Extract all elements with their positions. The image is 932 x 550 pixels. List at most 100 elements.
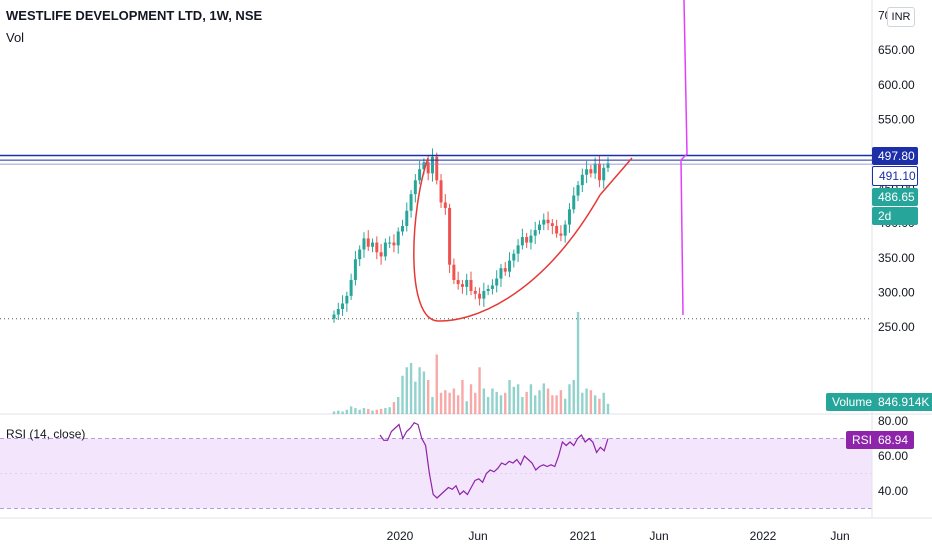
candle-body	[525, 237, 529, 243]
candle-body	[503, 268, 507, 272]
price-tick-label: 550.00	[878, 112, 915, 126]
candle-body	[499, 268, 503, 279]
volume-bar	[354, 408, 357, 414]
volume-bar	[563, 398, 567, 414]
candle-body	[426, 162, 430, 174]
candle-body	[332, 314, 336, 319]
candle-body	[585, 169, 589, 175]
candle-body	[490, 285, 494, 289]
candle-body	[538, 224, 541, 231]
volume-bar	[465, 401, 468, 414]
volume-bar	[439, 392, 443, 414]
candle-body	[486, 288, 490, 292]
volume-bar	[456, 395, 460, 414]
volume-bar	[559, 390, 563, 414]
candle-body	[533, 230, 537, 236]
volume-bar	[542, 383, 545, 414]
volume-bar	[405, 367, 408, 414]
candle-body	[593, 163, 597, 174]
candle-body	[508, 260, 512, 272]
volume-bar	[452, 388, 456, 414]
volume-bar	[469, 384, 473, 414]
time-tick-label: 2020	[387, 529, 414, 543]
candle-body	[456, 279, 460, 285]
volume-bar	[546, 388, 550, 414]
rsi-title[interactable]: RSI (14, close)	[6, 427, 86, 441]
candle-body	[495, 278, 499, 286]
time-tick-label: Jun	[468, 529, 487, 543]
volume-name-badge: Volume	[826, 393, 879, 411]
candle-body	[546, 219, 550, 224]
currency-button[interactable]: INR	[887, 7, 915, 27]
last-price-badge: 486.65	[872, 188, 918, 206]
candle-body	[597, 163, 601, 181]
volume-bar	[367, 408, 370, 414]
volume-bar	[585, 388, 588, 414]
volume-bar	[426, 380, 430, 414]
candle-body	[469, 279, 473, 292]
price-tick-label: 600.00	[878, 78, 915, 92]
candle-body	[559, 233, 563, 236]
volume-bar	[589, 390, 593, 414]
volume-bar	[332, 411, 336, 414]
candle-body	[529, 235, 533, 243]
volume-bar	[555, 395, 558, 414]
volume-indicator-label[interactable]: Vol	[6, 30, 25, 45]
candle-body	[430, 156, 434, 174]
candle-body	[358, 249, 362, 260]
volume-bar	[397, 397, 400, 414]
countdown-badge: 2d 15h	[872, 207, 918, 241]
candle-body	[345, 295, 349, 304]
candle-body	[396, 231, 400, 246]
volume-bar	[581, 392, 584, 414]
volume-bar	[598, 398, 601, 414]
time-tick-label: 2022	[750, 529, 777, 543]
volume-bar	[371, 410, 374, 414]
volume-bar	[349, 406, 353, 414]
candle-body	[353, 259, 357, 280]
volume-bar	[499, 395, 503, 414]
time-tick-label: 2021	[570, 529, 597, 543]
volume-bar	[418, 367, 421, 414]
candle-body	[563, 224, 567, 236]
time-tick-label: Jun	[830, 529, 849, 543]
volume-bar	[392, 402, 396, 414]
volume-bar	[529, 384, 533, 414]
candle-body	[473, 291, 477, 294]
volume-bar	[345, 409, 349, 414]
candle-body	[439, 180, 443, 203]
candle-body	[413, 180, 417, 195]
volume-bar	[534, 395, 537, 414]
volume-bar	[448, 392, 451, 414]
volume-bar	[431, 397, 434, 414]
volume-bar	[478, 367, 481, 414]
volume-bar	[379, 408, 383, 414]
candle-body	[388, 242, 392, 244]
volume-bar	[337, 410, 340, 414]
volume-bar	[568, 384, 571, 414]
candle-body	[379, 252, 383, 257]
candle-body	[512, 253, 516, 261]
price-tick-label: 650.00	[878, 43, 915, 57]
volume-bar	[422, 371, 426, 414]
volume-bar	[508, 380, 511, 414]
volume-bar	[384, 408, 387, 414]
candle-body	[422, 162, 426, 170]
candle-body	[366, 238, 370, 247]
volume-bar	[401, 375, 404, 414]
volume-bar	[435, 354, 438, 414]
chart-title: WESTLIFE DEVELOPMENT LTD, 1W, NSE	[6, 8, 263, 23]
trendline	[599, 157, 633, 196]
candle-body	[542, 219, 546, 225]
volume-bar	[409, 363, 413, 414]
candle-body	[392, 242, 396, 246]
rsi-name-badge: RSI	[846, 431, 879, 449]
volume-bar	[388, 407, 391, 414]
volume-bar	[358, 409, 361, 414]
volume-bar	[512, 386, 516, 414]
candle-body	[589, 169, 593, 174]
volume-bar	[474, 392, 477, 414]
candle-body	[465, 279, 469, 287]
candle-body	[336, 309, 340, 315]
